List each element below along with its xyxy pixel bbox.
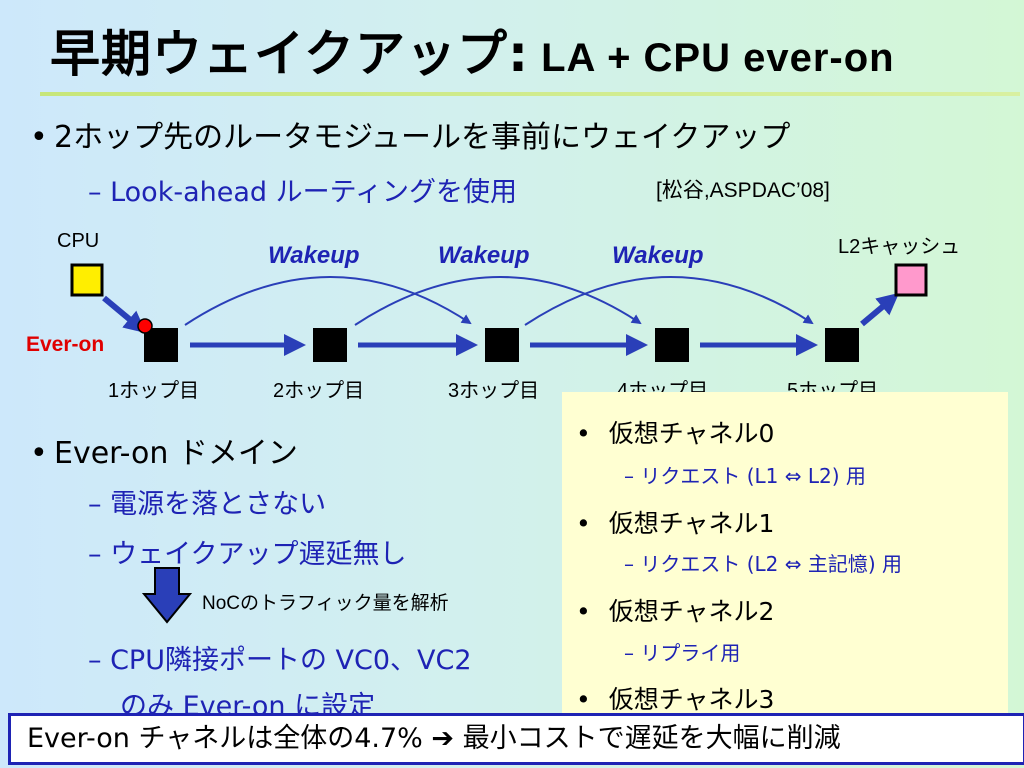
bullet-lookahead-text: 2ホップ先のルータモジュールを事前にウェイクアップ <box>54 120 791 155</box>
wakeup-label-3: Wakeup <box>612 242 704 269</box>
vc0-item: • 仮想チャネル0 <box>576 419 775 448</box>
router-3 <box>485 328 519 362</box>
sub-bullet-vc-setting: – CPU隣接ポートの VC0、VC2 <box>88 645 472 676</box>
slide-title: 早期ウェイクアップ: LA + CPU ever-on <box>50 14 895 86</box>
vc1-label: 仮想チャネル1 <box>608 509 775 538</box>
wakeup-label-1: Wakeup <box>268 242 360 269</box>
l2-cache-node <box>894 263 928 297</box>
bullet-lookahead: • 2ホップ先のルータモジュールを事前にウェイクアップ <box>30 112 790 156</box>
bullet-dot: • <box>30 436 48 471</box>
l2-cache-label: L2キャッシュ <box>838 236 961 258</box>
sub-bullet-power: – 電源を落とさない <box>88 489 327 520</box>
router-4 <box>655 328 689 362</box>
hop-label-1: 1ホップ目 <box>108 380 200 402</box>
hop-label-2: 2ホップ目 <box>273 380 365 402</box>
router-2 <box>313 328 347 362</box>
ever-on-label: Ever-on <box>26 333 105 356</box>
bullet-ever-on-text: Ever-on ドメイン <box>54 436 298 471</box>
cpu-label: CPU <box>57 230 100 252</box>
title-underline <box>40 92 1020 96</box>
vc2-label: 仮想チャネル2 <box>608 597 775 626</box>
vc3-label: 仮想チャネル3 <box>608 685 775 714</box>
bullet-ever-on: • Ever-on ドメイン <box>30 428 298 472</box>
wakeup-arc-2 <box>354 276 642 326</box>
vc2-sub-text: リプライ用 <box>640 641 741 665</box>
router-5 <box>825 328 859 362</box>
vc3-item: • 仮想チャネル3 <box>576 685 775 714</box>
citation: [松谷,ASPDAC’08] <box>656 179 830 202</box>
noc-analysis-note: NoCのトラフィック量を解析 <box>202 593 449 614</box>
wakeup-arc-3 <box>524 276 814 326</box>
hop-label-3: 3ホップ目 <box>448 380 540 402</box>
title-sub: LA + CPU ever-on <box>529 36 895 80</box>
bullet-dot: • <box>30 120 48 155</box>
summary-footer: Ever-on チャネルは全体の4.7% ➔ 最小コストで遅延を大幅に削減 <box>8 713 1024 765</box>
wakeup-label-2: Wakeup <box>438 242 530 269</box>
vc1-item: • 仮想チャネル1 <box>576 509 775 538</box>
cpu-to-router-arrow <box>102 295 147 334</box>
vc0-label: 仮想チャネル0 <box>608 419 775 448</box>
router-chain-diagram <box>70 263 928 362</box>
cpu-node <box>70 263 104 297</box>
router-to-l2-arrow <box>860 292 900 327</box>
vc2-sub: – リプライ用 <box>624 641 741 665</box>
ever-on-dot <box>137 318 153 334</box>
vc0-sub: – リクエスト (L1 ⇔ L2) 用 <box>624 464 866 488</box>
vc2-item: • 仮想チャネル2 <box>576 597 775 626</box>
title-main: 早期ウェイクアップ: <box>50 25 529 83</box>
wakeup-arc-1 <box>184 276 472 326</box>
down-arrow-icon <box>142 567 192 624</box>
vc0-sub-text: リクエスト (L1 ⇔ L2) 用 <box>640 464 866 488</box>
router-1 <box>144 328 178 362</box>
sub-bullet-latency: – ウェイクアップ遅延無し <box>88 539 407 570</box>
vc1-sub-text: リクエスト (L2 ⇔ 主記憶) 用 <box>640 552 903 576</box>
sub-bullet-lookahead: – Look-ahead ルーティングを使用 <box>88 177 517 208</box>
vc1-sub: – リクエスト (L2 ⇔ 主記憶) 用 <box>624 552 903 576</box>
virtual-channel-box: • 仮想チャネル0 – リクエスト (L1 ⇔ L2) 用 • 仮想チャネル1 … <box>562 392 1008 722</box>
